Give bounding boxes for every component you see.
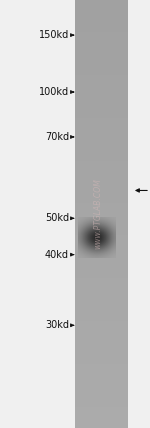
Text: 30kd: 30kd [45,320,69,330]
Bar [75,83,128,96]
Bar [75,244,128,257]
Bar [75,0,128,428]
Bar [75,73,128,86]
Bar [75,223,128,235]
Text: 40kd: 40kd [45,250,69,260]
Bar [75,212,128,225]
Text: 50kd: 50kd [45,213,69,223]
Bar [75,372,128,385]
Bar [75,116,128,128]
Bar [75,9,128,21]
Text: www.PTGLAB.COM: www.PTGLAB.COM [94,178,103,250]
Bar [75,362,128,374]
Text: 70kd: 70kd [45,132,69,142]
Bar [75,297,128,310]
Bar [75,105,128,118]
Bar [75,276,128,289]
Bar [75,30,128,43]
Bar [75,190,128,203]
Bar [75,19,128,32]
Bar [75,0,128,11]
Bar [75,404,128,417]
Bar [75,169,128,182]
Bar [75,233,128,246]
Bar [75,94,128,107]
Bar [75,41,128,54]
Bar [75,383,128,396]
Bar [75,158,128,171]
Bar [75,62,128,75]
Bar [75,415,128,428]
Bar [75,255,128,268]
Bar [75,51,128,64]
Bar [75,180,128,193]
Bar [75,340,128,353]
Text: 150kd: 150kd [39,30,69,40]
Bar [75,287,128,300]
Bar [75,308,128,321]
Bar [75,319,128,332]
Bar [75,394,128,407]
Bar [75,126,128,139]
Bar [75,265,128,278]
Bar [75,148,128,160]
Text: 100kd: 100kd [39,87,69,97]
Bar [75,201,128,214]
Bar [75,330,128,342]
Bar [75,137,128,150]
Bar [75,351,128,364]
